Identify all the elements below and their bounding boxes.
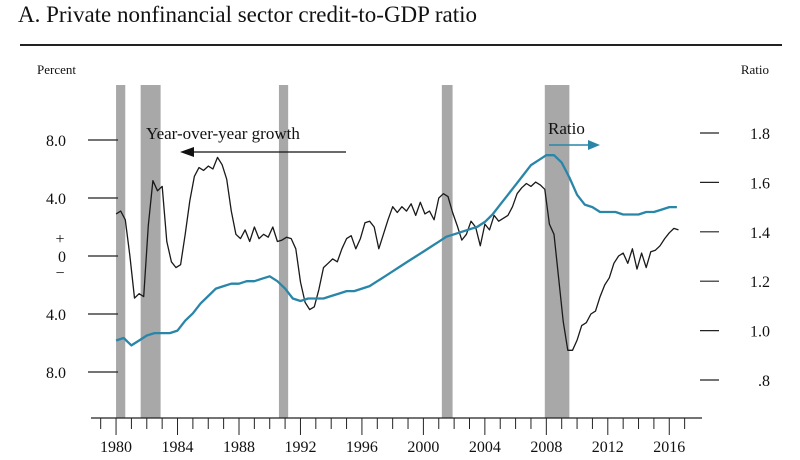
right-tick-label: .8	[758, 373, 770, 390]
growth-annotation-label: Year-over-year growth	[146, 124, 300, 143]
right-tick-label: 1.0	[750, 324, 770, 341]
ratio-annotation-label: Ratio	[548, 119, 585, 138]
right-tick-label: 1.2	[750, 274, 770, 291]
left-tick-label: 0	[58, 249, 66, 266]
recession-band	[116, 85, 126, 418]
recession-band	[278, 85, 289, 418]
left-axis-label: Percent	[37, 62, 76, 77]
title-divider	[20, 44, 782, 46]
growth-series-line	[115, 156, 679, 351]
minus-sign: −	[55, 265, 64, 282]
x-tick-label: 2012	[592, 439, 624, 456]
left-tick-label: 4.0	[46, 307, 66, 324]
recession-bands	[116, 85, 570, 418]
growth-arrow-head	[180, 147, 194, 157]
recession-band	[140, 85, 161, 418]
recession-band	[544, 85, 570, 418]
x-tick-label: 2000	[407, 439, 439, 456]
right-tick-label: 1.4	[750, 225, 770, 242]
ratio-series-line	[115, 154, 677, 347]
x-tick-label: 1980	[100, 439, 132, 456]
left-tick-label: 8.0	[46, 365, 66, 382]
left-tick-label: 4.0	[46, 191, 66, 208]
x-tick-label: 2008	[530, 439, 562, 456]
series-lines	[115, 154, 679, 351]
plus-sign: +	[55, 231, 64, 248]
left-tick-label: 8.0	[46, 133, 66, 150]
x-tick-label: 1984	[162, 439, 194, 456]
x-tick-label: 2016	[653, 439, 685, 456]
right-tick-label: 1.8	[750, 126, 770, 143]
right-tick-label: 1.6	[750, 175, 770, 192]
x-tick-label: 1996	[346, 439, 378, 456]
x-tick-label: 1992	[284, 439, 316, 456]
chart-title: A. Private nonfinancial sector credit-to…	[18, 2, 478, 27]
x-axis: 1980 1984 1988 1992 1996 2000 2004 2008 2012 2016	[91, 417, 702, 456]
recession-band	[441, 85, 453, 418]
right-axis-label: Ratio	[741, 62, 769, 77]
ratio-arrow-head	[588, 140, 600, 150]
right-axis: Ratio 1.8 1.6 1.4 1.2 1.0 .8	[700, 62, 770, 390]
left-axis: Percent 8.0 4.0 0 4.0 8.0 + −	[37, 62, 118, 382]
annotations: Year-over-year growth Ratio	[146, 119, 600, 157]
x-tick-label: 1988	[223, 439, 255, 456]
x-tick-label: 2004	[469, 439, 501, 456]
